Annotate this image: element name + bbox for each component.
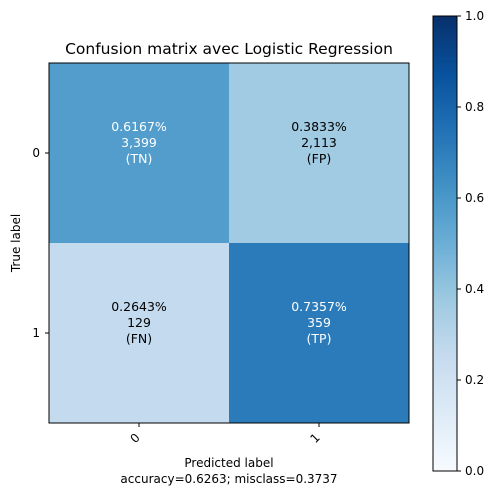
cell-tag-1-0: (FN) xyxy=(126,331,152,346)
colorbar-tick-label-1: 0.2 xyxy=(465,373,484,387)
plot-frame xyxy=(48,62,410,424)
heatmap-cell-0-0 xyxy=(49,63,229,243)
cell-percent-1-0: 0.2643% xyxy=(111,299,167,314)
colorbar-tick-label-0: 0.0 xyxy=(465,464,484,478)
colorbar-tick-label-4: 0.8 xyxy=(465,100,484,114)
cell-tag-0-1: (FP) xyxy=(307,151,331,166)
y-tick-label-1: 1 xyxy=(32,326,40,340)
cell-percent-0-0: 0.6167% xyxy=(111,119,167,134)
y-tick-label-0: 0 xyxy=(32,146,40,160)
heatmap-cell-1-1 xyxy=(229,243,409,423)
colorbar-tick-label-2: 0.4 xyxy=(465,282,484,296)
colorbar-ticks: 0.0 0.2 0.4 0.6 0.8 1.0 xyxy=(457,9,484,478)
heatmap-cells: 0.6167%3,399(TN) 0.3833%2,113(FP) 0.2643%1… xyxy=(49,63,409,423)
colorbar-tick-label-5: 1.0 xyxy=(465,9,484,23)
x-axis-label: Predicted label xyxy=(184,456,273,470)
cell-tag-1-1: (TP) xyxy=(307,331,332,346)
cell-count-1-1: 359 xyxy=(307,315,331,330)
x-tick-label-0: 0 xyxy=(128,431,143,446)
cell-percent-0-1: 0.3833% xyxy=(291,119,347,134)
heatmap-cell-0-1 xyxy=(229,63,409,243)
heatmap-cell-1-0 xyxy=(49,243,229,423)
colorbar-tick-label-3: 0.6 xyxy=(465,191,484,205)
y-axis-label: True label xyxy=(9,214,23,273)
cell-count-0-1: 2,113 xyxy=(301,135,337,150)
chart-title: Confusion matrix avec Logistic Regressio… xyxy=(65,40,393,58)
cell-count-1-0: 129 xyxy=(127,315,151,330)
cell-tag-0-0: (TN) xyxy=(126,151,153,166)
colorbar xyxy=(432,15,458,472)
x-tick-label-1: 1 xyxy=(308,431,323,446)
cell-percent-1-1: 0.7357% xyxy=(291,299,347,314)
x-axis-sublabel: accuracy=0.6263; misclass=0.3737 xyxy=(120,472,337,486)
cell-count-0-0: 3,399 xyxy=(121,135,157,150)
